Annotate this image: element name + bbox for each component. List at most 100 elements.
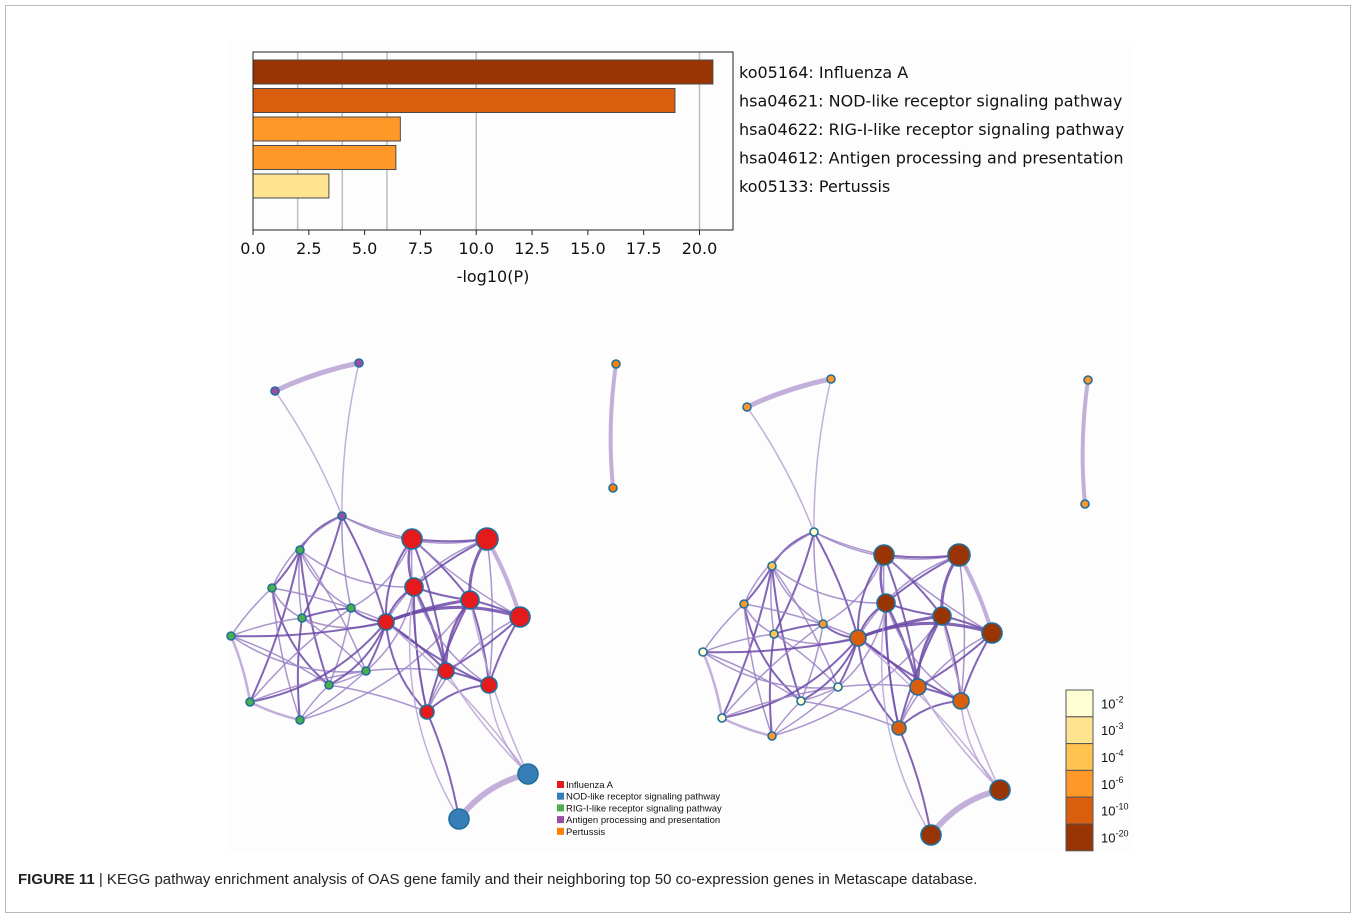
network-edge xyxy=(385,538,488,623)
network-edge xyxy=(426,711,460,820)
network-nodes xyxy=(698,374,1093,846)
network-edge xyxy=(702,637,859,654)
network-node xyxy=(952,692,970,710)
network-edge xyxy=(701,650,724,720)
colorbar-label: 10-3 xyxy=(1101,721,1123,738)
network-node xyxy=(267,583,277,593)
network-edge xyxy=(249,670,367,703)
network-edge xyxy=(856,621,994,640)
network-node xyxy=(1083,375,1093,385)
bar-plot-frame xyxy=(252,51,734,231)
network-edge xyxy=(296,617,303,721)
network-nodes xyxy=(226,358,621,830)
network-edge xyxy=(301,617,367,672)
network-edge xyxy=(299,549,352,609)
network-node xyxy=(739,599,749,609)
network-edge xyxy=(857,637,900,729)
colorbar-cell xyxy=(1065,716,1094,745)
colorbar-cell xyxy=(1065,823,1094,852)
bar-category-label: hsa04622: RIG-I-like receptor signaling … xyxy=(739,120,1124,139)
network-edge xyxy=(883,554,993,634)
bar-category-labels: ko05164: Influenza A hsa04621: NOD-like r… xyxy=(739,63,1124,196)
network-edge xyxy=(813,378,832,533)
network-node xyxy=(324,680,334,690)
network-edge xyxy=(813,531,859,639)
network-edge xyxy=(341,362,360,517)
network-node xyxy=(401,528,423,550)
network-node xyxy=(981,622,1003,644)
network-node xyxy=(245,697,255,707)
network-edge xyxy=(771,615,943,737)
network-node xyxy=(849,629,867,647)
network-edge xyxy=(885,602,962,702)
network-edge xyxy=(426,599,471,713)
network-node xyxy=(769,629,779,639)
legend-label: Influenza A xyxy=(566,780,614,791)
bar-x-tick-label: 12.5 xyxy=(514,239,550,258)
legend-swatch xyxy=(557,804,564,812)
network-edge xyxy=(721,565,773,719)
bar-chart: 0.0 2.5 5.0 7.5 10.0 12.5 15.0 17.5 20.0 ko05164… xyxy=(240,51,1124,286)
network-edge xyxy=(445,670,529,775)
legend-swatch xyxy=(557,781,564,788)
colorbar-label: 10-2 xyxy=(1101,694,1123,711)
network-edge xyxy=(880,602,932,836)
network-node xyxy=(295,545,305,555)
network-edge xyxy=(229,634,252,704)
network-edge xyxy=(813,531,824,625)
legend-label: Antigen processing and presentation xyxy=(566,815,720,826)
network-edge xyxy=(230,617,303,637)
network-edge xyxy=(746,406,815,533)
network-edge xyxy=(413,586,490,686)
network-node xyxy=(226,631,236,641)
bar-x-tick-label: 17.5 xyxy=(626,239,662,258)
network-node xyxy=(989,779,1011,801)
network-edge xyxy=(857,554,960,639)
bar-x-tick-label: 20.0 xyxy=(682,239,718,258)
network-edge xyxy=(960,700,1001,791)
panel-background xyxy=(228,42,1134,852)
network-node xyxy=(480,676,498,694)
network-node xyxy=(891,720,907,736)
network-edge xyxy=(743,603,773,737)
colorbar-cell xyxy=(1065,689,1094,718)
network-edge xyxy=(771,565,839,688)
figure-frame xyxy=(5,5,1351,913)
network-node xyxy=(698,647,708,657)
bar xyxy=(252,88,676,113)
figure-caption: FIGURE 11 | KEGG pathway enrichment anal… xyxy=(18,871,977,888)
network-edge xyxy=(744,376,834,410)
network-edge xyxy=(917,686,1001,791)
network-node xyxy=(608,483,618,493)
caption-label: FIGURE 11 xyxy=(18,871,95,888)
bar-x-tick-label: 7.5 xyxy=(408,239,433,258)
network-edge xyxy=(898,727,932,836)
network-node xyxy=(833,682,843,692)
network-right xyxy=(698,374,1093,846)
network-edge xyxy=(385,621,428,713)
network-edge xyxy=(341,515,352,609)
network-edge xyxy=(411,538,521,618)
bar-x-tick-label: 0.0 xyxy=(240,239,265,258)
bar-category-label: ko05164: Influenza A xyxy=(739,63,908,82)
network-node xyxy=(377,613,395,631)
network-edge xyxy=(771,565,887,604)
network-edge xyxy=(299,549,415,588)
legend-label: Pertussis xyxy=(566,827,605,838)
network-edge xyxy=(768,633,775,737)
network-edge xyxy=(271,587,301,721)
bar-x-tick-label: 5.0 xyxy=(352,239,377,258)
network-edge xyxy=(721,637,859,719)
network-node xyxy=(361,666,371,676)
bar-x-tick-label: 2.5 xyxy=(296,239,321,258)
network-edge xyxy=(721,686,839,719)
network-edge xyxy=(800,623,824,702)
network-edge xyxy=(274,390,343,517)
legend-swatch xyxy=(557,816,564,824)
network-node xyxy=(460,590,480,610)
network-node xyxy=(809,527,819,537)
network-edge xyxy=(702,603,745,653)
network-node xyxy=(295,715,305,725)
network-edge xyxy=(249,549,301,703)
legend-swatch xyxy=(557,827,564,835)
